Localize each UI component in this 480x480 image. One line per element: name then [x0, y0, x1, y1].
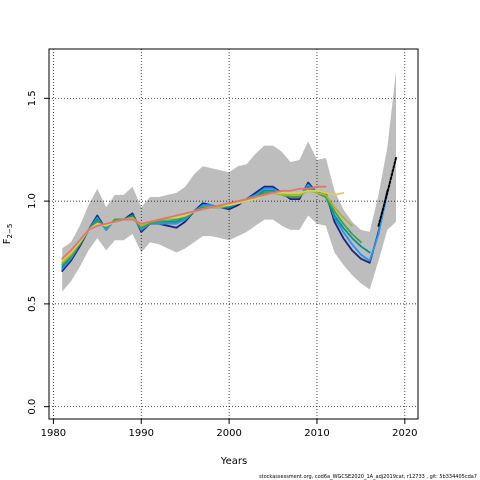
series-line-8: [377, 156, 397, 227]
y-axis-title-main: F: [2, 238, 13, 244]
y-tick-label-2: 1.0: [27, 193, 38, 209]
x-tick-label-1990: 1990: [129, 428, 154, 439]
y-axis-title: F2−5: [2, 224, 14, 245]
x-tick-label-1980: 1980: [41, 428, 66, 439]
y-tick-label-0: 0.0: [27, 399, 38, 415]
series-layer: [61, 156, 397, 272]
plot-frame: [48, 48, 419, 420]
x-axis-title: Years: [220, 456, 247, 467]
y-tick-label-1: 0.5: [27, 296, 38, 312]
y-axis: 0.0 0.5 1.0 1.5: [27, 90, 49, 415]
y-axis-title-subscript: 2−5: [6, 224, 14, 239]
x-tick-label-2000: 2000: [216, 428, 241, 439]
series-line-7: [61, 185, 327, 260]
footer-credit: stockassessment.org, cod6a_WGCSE2020_1A_…: [259, 474, 477, 480]
x-axis: 1980 1990 2000 2010 2020: [41, 419, 418, 439]
x-tick-label-2010: 2010: [304, 428, 329, 439]
y-tick-label-3: 1.5: [27, 90, 38, 106]
x-tick-label-2020: 2020: [392, 428, 417, 439]
